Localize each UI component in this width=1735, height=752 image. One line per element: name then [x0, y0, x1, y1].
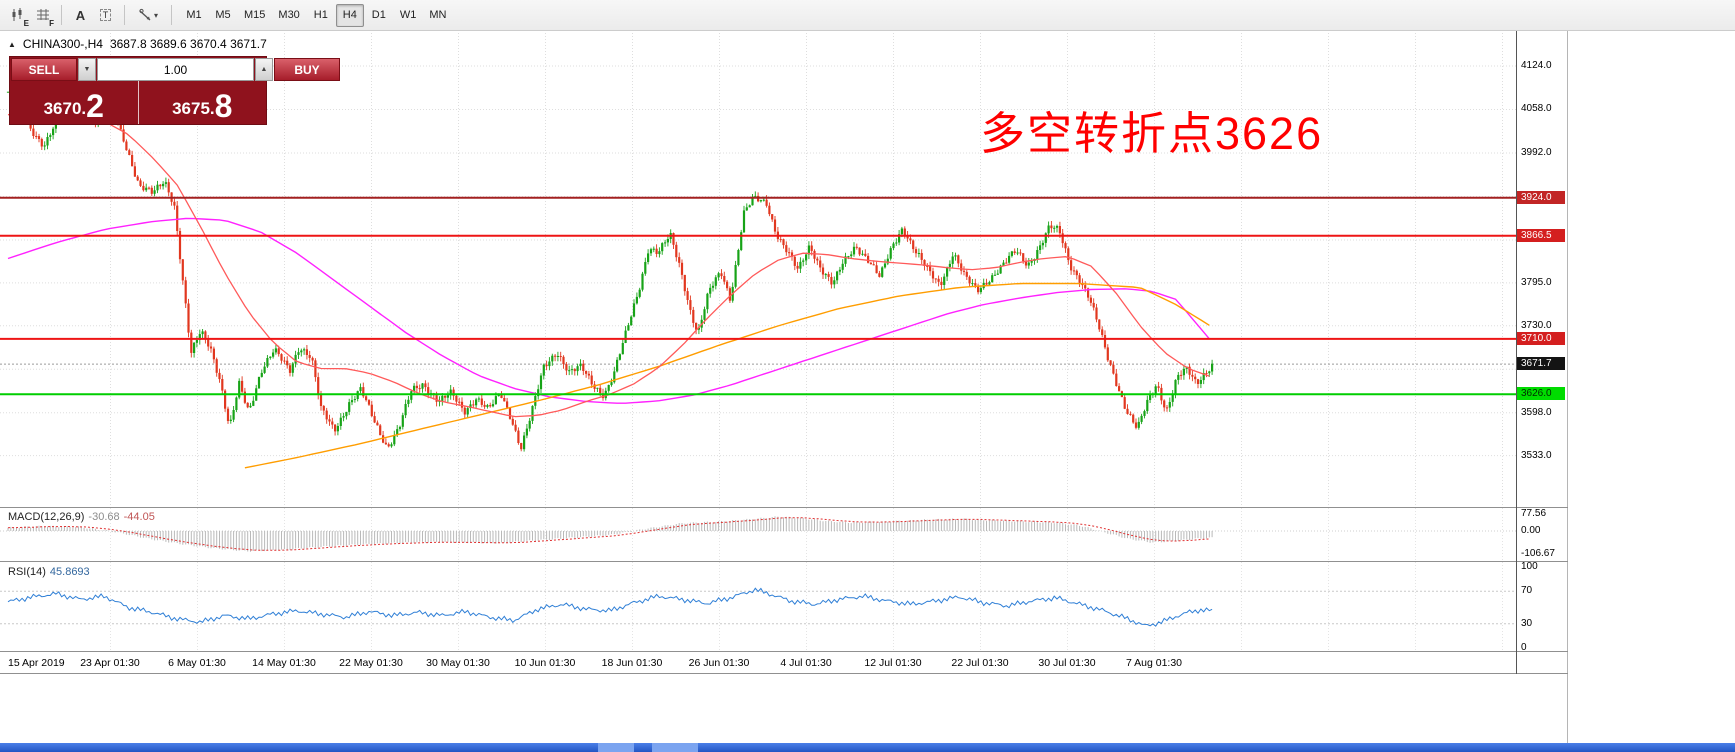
tf-button-h4[interactable]: H4 [335, 3, 364, 27]
toolbar-separator [61, 5, 62, 25]
current-price-badge: 3671.7 [1517, 357, 1565, 370]
rsi-indicator-label: RSI(14) 45.8693 [8, 566, 90, 578]
panel-separator [0, 507, 1568, 508]
sell-button[interactable]: SELL [11, 58, 77, 81]
tf-button-m1[interactable]: M1 [186, 9, 202, 21]
tf-button-d1[interactable]: D1 [371, 9, 386, 21]
date-label: 7 Aug 01:30 [1125, 657, 1183, 669]
grid-tool-icon[interactable]: F [30, 3, 55, 28]
panel-separator [0, 561, 1568, 562]
macd-axis-label: -106.67 [1521, 548, 1555, 559]
price-tick-label: 4124.0 [1521, 60, 1552, 71]
buy-price-base: 3675. [172, 99, 215, 118]
rsi-panel-chart[interactable] [0, 562, 1516, 651]
sub-letter-e: E [23, 19, 29, 28]
buy-button[interactable]: BUY [274, 58, 340, 81]
sell-price-big-digit: 2 [86, 87, 104, 124]
macd-axis-label: 0.00 [1521, 525, 1541, 536]
price-tick-label: 3533.0 [1521, 450, 1552, 461]
symbol-title: CHINA300-,H4 [22, 37, 103, 51]
date-label: 15 Apr 2019 [8, 657, 65, 669]
toolbar-separator [124, 5, 125, 25]
rsi-name: RSI(14) [8, 566, 46, 578]
panel-separator [0, 651, 1568, 652]
date-label: 14 May 01:30 [252, 657, 316, 669]
date-label: 12 Jul 01:30 [864, 657, 922, 669]
font-tool-icon[interactable]: A [68, 3, 93, 27]
price-tick-label: 4058.0 [1521, 103, 1552, 114]
date-label: 22 Jul 01:30 [951, 657, 1009, 669]
price-tick-label: 3795.0 [1521, 277, 1552, 288]
trade-panel-prices: 3670. 2 3675. 8 [10, 81, 266, 124]
chart-window[interactable]: ▲ CHINA300-,H4 3687.8 3689.6 3670.4 3671… [0, 31, 1568, 752]
sell-price-base: 3670. [43, 99, 87, 118]
tf-button-m15[interactable]: M15 [244, 9, 266, 21]
taskbar-segment[interactable] [598, 743, 634, 752]
chart-annotation-text: 多空转折点3626 [980, 108, 1324, 159]
macd-axis-label: 77.56 [1521, 508, 1547, 519]
date-label: 6 May 01:30 [168, 657, 226, 669]
price-axis-line [1516, 31, 1517, 674]
top-toolbar: E F A T ▾ M1 [0, 0, 1735, 31]
price-tick-label: 3730.0 [1521, 320, 1552, 331]
dropdown-caret-icon: ▾ [153, 10, 158, 20]
tf-button-m5[interactable]: M5 [215, 9, 231, 21]
rsi-axis-label: 0 [1521, 642, 1527, 653]
tf-button-h1[interactable]: H1 [313, 9, 328, 21]
rsi-axis-label: 70 [1521, 585, 1533, 596]
price-level-badge: 3626.0 [1517, 387, 1565, 400]
timeframe-group: M1 M5 M15 M30 H1 H4 D1 W1 MN [180, 3, 452, 27]
macd-indicator-label: MACD(12,26,9) -30.68 -44.05 [8, 511, 155, 523]
rsi-axis-label: 30 [1521, 618, 1533, 629]
tf-button-mn[interactable]: MN [429, 9, 447, 21]
buy-price-display: 3675. 8 [139, 81, 267, 124]
price-level-badge: 3866.5 [1517, 229, 1565, 242]
one-click-trade-panel: SELL ▼ ▲ BUY 3670.2 3675.8 [9, 56, 340, 125]
date-label: 4 Jul 01:30 [780, 657, 832, 669]
macd-signal-value: -44.05 [123, 511, 155, 523]
sell-price-display: 3670. 2 [10, 81, 139, 124]
date-label: 30 Jul 01:30 [1038, 657, 1096, 669]
tf-button-w1[interactable]: W1 [399, 9, 417, 21]
volume-input[interactable] [97, 58, 254, 81]
tf-button-m30[interactable]: M30 [278, 9, 300, 21]
drawing-tools-icon[interactable]: ▾ [131, 3, 165, 27]
text-tool-label: T [99, 9, 112, 21]
price-tick-label: 3598.0 [1521, 407, 1552, 418]
date-label: 10 Jun 01:30 [514, 657, 576, 669]
chart-marker-icon: ▲ [8, 39, 16, 49]
volume-dropdown-button[interactable]: ▼ [78, 58, 96, 81]
rsi-value: 45.8693 [49, 566, 90, 578]
taskbar-strip [0, 743, 1735, 752]
rsi-axis-label: 100 [1521, 561, 1538, 572]
date-label: 22 May 01:30 [339, 657, 403, 669]
candle-chart-tool-icon[interactable]: E [5, 3, 30, 28]
date-label: 30 May 01:30 [426, 657, 490, 669]
taskbar-segment[interactable] [652, 743, 698, 752]
text-label-tool-icon[interactable]: T [93, 3, 118, 27]
panel-separator [0, 673, 1568, 674]
date-label: 18 Jun 01:30 [601, 657, 663, 669]
price-level-badge: 3710.0 [1517, 332, 1565, 345]
macd-name: MACD(12,26,9) [8, 511, 85, 523]
chart-header: ▲ CHINA300-,H4 3687.8 3689.6 3670.4 3671… [8, 37, 267, 51]
macd-main-value: -30.68 [88, 511, 120, 523]
buy-price-big-digit: 8 [214, 87, 233, 124]
date-label: 23 Apr 01:30 [80, 657, 140, 669]
price-level-badge: 3924.0 [1517, 191, 1565, 204]
volume-increase-button[interactable]: ▲ [255, 58, 273, 81]
ohlc-values: 3687.8 3689.6 3670.4 3671.7 [109, 37, 267, 51]
macd-panel-chart[interactable] [0, 508, 1516, 561]
sub-letter-f: F [49, 19, 54, 28]
font-tool-label: A [75, 7, 86, 23]
trade-panel-controls: SELL ▼ ▲ BUY [10, 57, 340, 81]
date-label: 26 Jun 01:30 [688, 657, 750, 669]
price-tick-label: 3992.0 [1521, 147, 1552, 158]
toolbar-separator [171, 5, 172, 25]
